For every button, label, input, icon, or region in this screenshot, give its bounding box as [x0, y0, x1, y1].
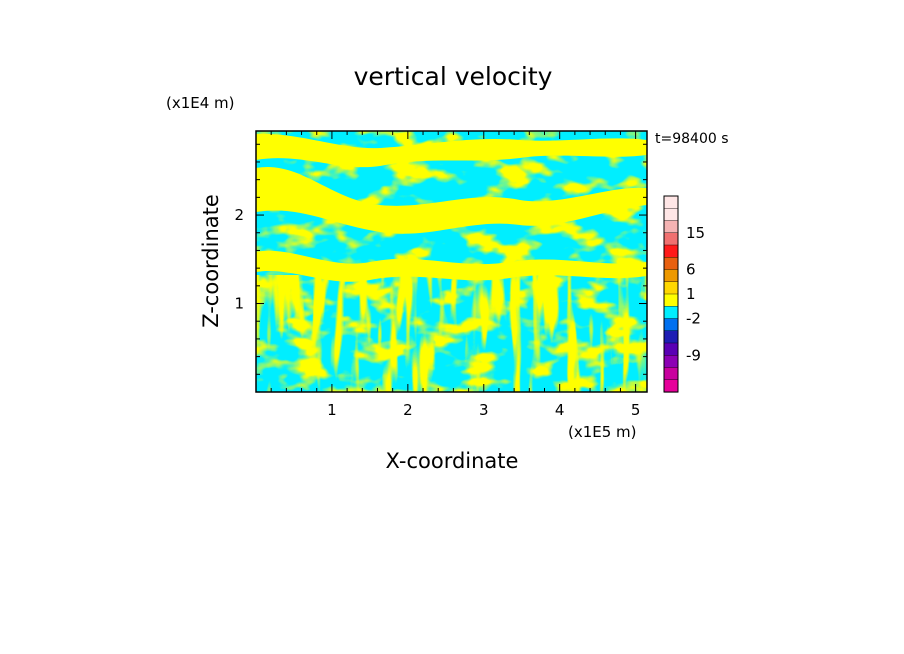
colorbar-segment — [663, 306, 679, 320]
colorbar-label: 1 — [686, 285, 696, 303]
x-unit-label: (x1E5 m) — [568, 423, 637, 441]
colorbar-label: -2 — [686, 310, 701, 328]
x-tick-label: 2 — [403, 401, 413, 419]
colorbar-segment — [663, 342, 679, 356]
x-tick-label: 3 — [479, 401, 489, 419]
colorbar-segment — [663, 330, 679, 344]
colorbar-segment — [663, 244, 679, 258]
y-axis-label: Z-coordinate — [199, 194, 223, 328]
y-axis: 12 — [234, 143, 647, 375]
x-tick-label: 1 — [327, 401, 337, 419]
colorbar-segment — [663, 208, 679, 222]
colorbar-label: 15 — [686, 224, 705, 242]
contour-field — [256, 131, 647, 392]
colorbar-segment — [663, 318, 679, 332]
colorbar-segment — [663, 367, 679, 381]
colorbar-segment — [663, 257, 679, 271]
colorbar-segment — [663, 355, 679, 369]
colorbar-labels: 15 6 1 -2 -9 — [686, 224, 705, 365]
colorbar-segment — [663, 195, 679, 209]
colorbar-label: 6 — [686, 261, 696, 279]
y-tick-label: 1 — [234, 295, 244, 313]
colorbar-label: -9 — [686, 346, 701, 364]
colorbar-frame — [663, 195, 679, 393]
positive-band-middle — [256, 250, 647, 282]
y-tick-label: 2 — [234, 206, 244, 224]
colorbar-segment — [663, 379, 679, 393]
positive-band-top — [256, 133, 647, 168]
time-label: t=98400 s — [655, 131, 729, 147]
x-axis: 1 2 3 4 5 — [270, 131, 641, 419]
chart-title: vertical velocity — [354, 62, 553, 91]
colorbar-segment — [663, 269, 679, 283]
plot-frame — [255, 130, 648, 393]
positive-velocity-streaks — [256, 275, 647, 392]
colorbar-segment — [663, 293, 679, 307]
x-axis-label: X-coordinate — [386, 449, 519, 473]
x-tick-label: 5 — [631, 401, 641, 419]
colorbar-segment — [663, 281, 679, 295]
x-tick-label: 4 — [555, 401, 565, 419]
y-unit-label: (x1E4 m) — [166, 94, 235, 112]
colorbar — [663, 195, 679, 393]
colorbar-segment — [663, 220, 679, 234]
positive-band-upper — [256, 166, 647, 234]
colorbar-segment — [663, 232, 679, 246]
